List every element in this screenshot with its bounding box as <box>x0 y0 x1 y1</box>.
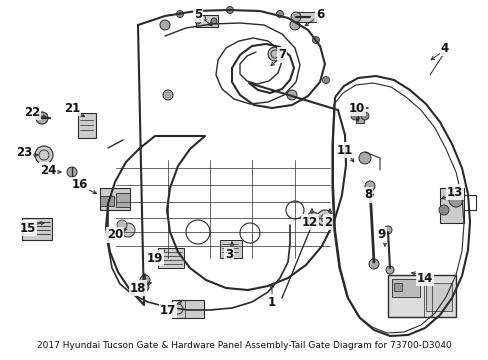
Circle shape <box>385 266 393 274</box>
Circle shape <box>312 36 319 44</box>
Text: 17: 17 <box>160 303 176 316</box>
Circle shape <box>286 90 296 100</box>
Circle shape <box>121 223 135 237</box>
Text: 13: 13 <box>446 185 462 198</box>
Text: 22: 22 <box>24 105 40 118</box>
Circle shape <box>383 226 391 234</box>
Bar <box>425 283 451 311</box>
Circle shape <box>35 146 53 164</box>
Bar <box>78 113 96 138</box>
Bar <box>355 105 363 123</box>
Circle shape <box>360 112 368 120</box>
Text: 23: 23 <box>16 145 32 158</box>
Circle shape <box>176 10 183 18</box>
Circle shape <box>210 18 217 24</box>
Text: 12: 12 <box>301 216 318 229</box>
Circle shape <box>140 275 150 285</box>
Circle shape <box>438 205 448 215</box>
Circle shape <box>267 47 282 61</box>
Circle shape <box>67 167 77 177</box>
Circle shape <box>290 12 301 22</box>
Text: 20: 20 <box>107 229 123 242</box>
Bar <box>391 279 419 297</box>
Text: 15: 15 <box>20 221 36 234</box>
Circle shape <box>195 18 201 24</box>
Circle shape <box>160 20 170 30</box>
Circle shape <box>276 10 283 18</box>
Text: 7: 7 <box>277 49 285 62</box>
Text: 5: 5 <box>193 8 202 21</box>
Text: 14: 14 <box>416 271 432 284</box>
Bar <box>100 188 130 210</box>
Text: 9: 9 <box>377 229 386 242</box>
Bar <box>393 283 401 291</box>
Text: 8: 8 <box>363 189 371 202</box>
Text: 19: 19 <box>146 252 163 265</box>
Text: 11: 11 <box>336 144 352 157</box>
Circle shape <box>358 152 370 164</box>
Bar <box>22 218 52 240</box>
Text: 16: 16 <box>72 179 88 192</box>
Circle shape <box>350 112 358 120</box>
Bar <box>220 240 242 258</box>
Bar <box>439 188 463 223</box>
Bar <box>196 15 218 27</box>
Text: 2017 Hyundai Tucson Gate & Hardware Panel Assembly-Tail Gate Diagram for 73700-D: 2017 Hyundai Tucson Gate & Hardware Pane… <box>37 341 451 350</box>
Circle shape <box>226 6 233 13</box>
Bar <box>295 12 315 22</box>
Circle shape <box>448 193 462 207</box>
Circle shape <box>364 181 374 191</box>
Circle shape <box>322 77 329 84</box>
Circle shape <box>306 212 318 224</box>
Text: 4: 4 <box>440 41 448 54</box>
Bar <box>387 275 455 317</box>
Bar <box>172 300 203 318</box>
Text: 24: 24 <box>40 163 56 176</box>
Circle shape <box>316 210 332 226</box>
Text: 3: 3 <box>224 248 233 261</box>
Text: 2: 2 <box>323 216 331 229</box>
Circle shape <box>163 90 173 100</box>
Bar <box>116 193 130 207</box>
Bar <box>100 196 114 206</box>
Circle shape <box>289 20 299 30</box>
Circle shape <box>36 112 48 124</box>
Text: 18: 18 <box>129 282 146 294</box>
Text: 6: 6 <box>315 8 324 21</box>
Text: 10: 10 <box>348 102 365 114</box>
Bar <box>158 248 183 268</box>
Circle shape <box>141 283 149 291</box>
Text: 1: 1 <box>267 296 276 309</box>
Circle shape <box>368 259 378 269</box>
Text: 21: 21 <box>64 102 80 114</box>
Circle shape <box>117 220 127 230</box>
